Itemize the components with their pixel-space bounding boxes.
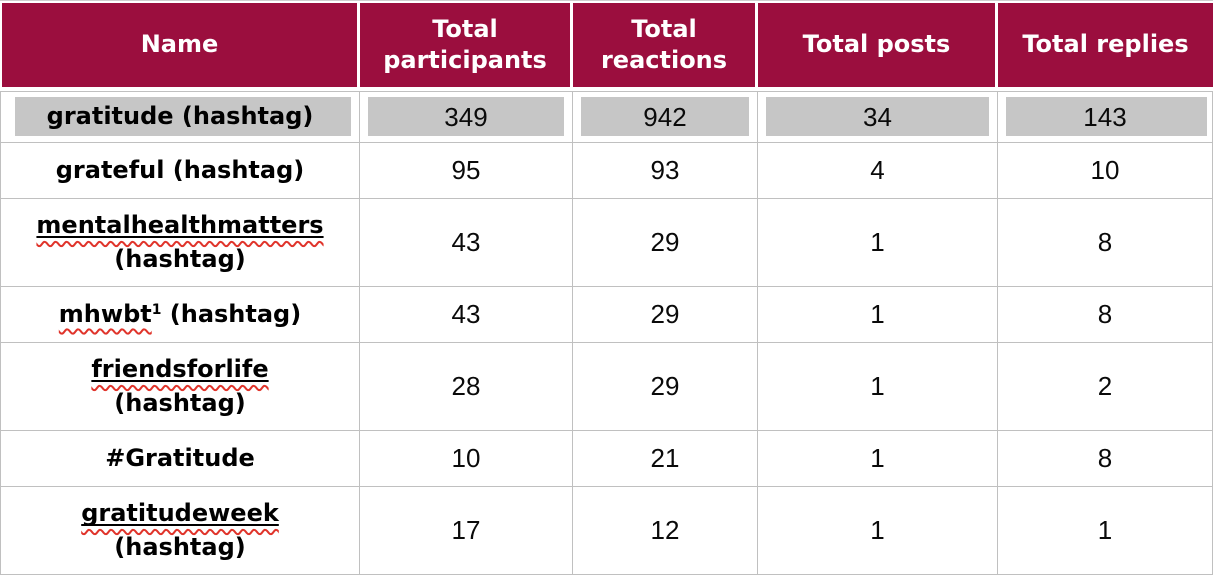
- table-row-friendsforlife-hashtag: friendsforlife (hashtag) 28 29 1 2: [0, 343, 1213, 431]
- name-line: grateful (hashtag): [9, 154, 351, 187]
- misspelled-word-text: friendsforlife: [91, 355, 268, 383]
- value-cell-total-participants[interactable]: 10: [360, 431, 573, 487]
- spellcheck-squiggle-text: friendsforlife: [91, 355, 269, 384]
- name-cell[interactable]: friendsforlife (hashtag): [0, 343, 360, 431]
- name-cell[interactable]: #Gratitude: [0, 431, 360, 487]
- name-line: #Gratitude: [9, 442, 351, 475]
- column-header-total-reactions[interactable]: Total reactions: [573, 3, 758, 91]
- value-cell-total-participants[interactable]: 95: [360, 143, 573, 199]
- row-name-text: (hashtag): [161, 299, 302, 328]
- value-cell-total-posts[interactable]: 4: [758, 143, 998, 199]
- value-cell-total-reactions[interactable]: 12: [573, 487, 758, 575]
- value-cell-total-replies[interactable]: 8: [998, 199, 1213, 287]
- value-cell-total-replies[interactable]: 2: [998, 343, 1213, 431]
- row-name-text: (hashtag): [114, 388, 246, 417]
- row-name-text: #Gratitude: [105, 443, 255, 472]
- table-row-gratitude-hashtag: gratitude (hashtag) 349 942 34 143: [0, 91, 1213, 143]
- value-cell-total-reactions[interactable]: 93: [573, 143, 758, 199]
- name-cell[interactable]: gratitudeweek (hashtag): [0, 487, 360, 575]
- value-cell-total-posts[interactable]: 1: [758, 487, 998, 575]
- table-row-mhwbt1-hashtag: mhwbt1 (hashtag) 43 29 1 8: [0, 287, 1213, 343]
- column-header-total-replies[interactable]: Total replies: [998, 3, 1213, 91]
- misspelled-word-text: mhwbt: [58, 299, 152, 328]
- table-row-mentalhealthmatters-hashtag: mentalhealthmatters (hashtag) 43 29 1 8: [0, 199, 1213, 287]
- name-cell[interactable]: mhwbt1 (hashtag): [0, 287, 360, 343]
- value-cell-total-replies[interactable]: 10: [998, 143, 1213, 199]
- value-cell-total-replies[interactable]: 8: [998, 431, 1213, 487]
- column-header-total-participants[interactable]: Total participants: [360, 3, 573, 91]
- name-line: friendsforlife: [9, 353, 351, 386]
- value-cell-total-participants[interactable]: 17: [360, 487, 573, 575]
- row-name-text: gratitude (hashtag): [46, 102, 314, 131]
- column-header-total-posts[interactable]: Total posts: [758, 3, 998, 91]
- value-cell-total-replies[interactable]: 8: [998, 287, 1213, 343]
- misspelled-word-text: mentalhealthmatters: [36, 211, 323, 239]
- column-header-name[interactable]: Name: [0, 3, 360, 91]
- value-cell-total-reactions[interactable]: 29: [573, 287, 758, 343]
- value-cell-total-reactions[interactable]: 942: [573, 91, 758, 143]
- engagement-summary-table: Name Total participants Total reactions Tot…: [0, 3, 1213, 575]
- name-cell[interactable]: gratitude (hashtag): [0, 91, 360, 143]
- value-cell-total-reactions[interactable]: 29: [573, 343, 758, 431]
- name-line: mhwbt1 (hashtag): [9, 298, 351, 331]
- spellcheck-squiggle-text: mentalhealthmatters: [36, 211, 324, 240]
- name-cell[interactable]: mentalhealthmatters (hashtag): [0, 199, 360, 287]
- value-cell-total-reactions[interactable]: 21: [573, 431, 758, 487]
- value-cell-total-reactions[interactable]: 29: [573, 199, 758, 287]
- row-name-text: grateful (hashtag): [55, 155, 305, 184]
- value-cell-total-replies[interactable]: 143: [998, 91, 1213, 143]
- name-line: gratitudeweek: [9, 497, 351, 530]
- table-row-gratitudeweek-hashtag: gratitudeweek (hashtag) 17 12 1 1: [0, 487, 1213, 575]
- name-cell[interactable]: grateful (hashtag): [0, 143, 360, 199]
- name-line: mentalhealthmatters: [9, 209, 351, 242]
- table-row-grateful-hashtag: grateful (hashtag) 95 93 4 10: [0, 143, 1213, 199]
- table-header-row: Name Total participants Total reactions Tot…: [0, 3, 1213, 91]
- misspelled-word-text: gratitudeweek: [81, 499, 279, 527]
- spellcheck-squiggle-text: gratitudeweek: [81, 499, 279, 528]
- value-cell-total-posts[interactable]: 1: [758, 431, 998, 487]
- value-cell-total-posts[interactable]: 1: [758, 199, 998, 287]
- value-cell-total-posts[interactable]: 34: [758, 91, 998, 143]
- name-line: (hashtag): [9, 243, 351, 276]
- name-line: gratitude (hashtag): [9, 100, 351, 133]
- table-body: gratitude (hashtag) 349 942 34 143 grateful (…: [0, 91, 1213, 575]
- row-name-text: (hashtag): [114, 532, 246, 561]
- value-cell-total-participants[interactable]: 43: [360, 199, 573, 287]
- name-line: (hashtag): [9, 531, 351, 564]
- value-cell-total-replies[interactable]: 1: [998, 487, 1213, 575]
- value-cell-total-participants[interactable]: 349: [360, 91, 573, 143]
- name-line: (hashtag): [9, 387, 351, 420]
- table-row-gratitude: #Gratitude 10 21 1 8: [0, 431, 1213, 487]
- value-cell-total-posts[interactable]: 1: [758, 287, 998, 343]
- value-cell-total-posts[interactable]: 1: [758, 343, 998, 431]
- value-cell-total-participants[interactable]: 28: [360, 343, 573, 431]
- value-cell-total-participants[interactable]: 43: [360, 287, 573, 343]
- superscript-footnote-marker: 1: [151, 302, 162, 319]
- row-name-text: (hashtag): [114, 244, 246, 273]
